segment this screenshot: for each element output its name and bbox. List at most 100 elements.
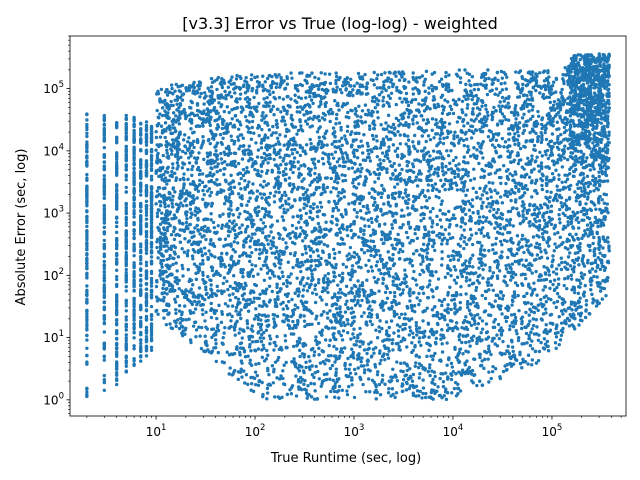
scatter-point-2325: [596, 224, 600, 229]
scatter-point-3758: [468, 202, 472, 206]
scatter-point-2000: [278, 133, 282, 137]
scatter-point-2517: [292, 160, 296, 164]
scatter-point-3195: [500, 104, 505, 108]
scatter-point-2311: [500, 312, 504, 316]
scatter-point-4303: [334, 205, 339, 210]
scatter-point-960: [149, 328, 154, 332]
scatter-point-643: [132, 346, 136, 351]
scatter-point-115: [85, 288, 89, 293]
scatter-point-989: [149, 168, 154, 173]
scatter-point-468: [124, 178, 128, 182]
scatter-point-3277: [186, 140, 190, 144]
scatter-point-897: [144, 282, 149, 286]
scatter-point-2516: [273, 297, 277, 302]
scatter-point-1243: [529, 93, 533, 97]
scatter-point-3307: [505, 194, 510, 199]
scatter-point-3971: [259, 267, 263, 271]
scatter-point-2358: [181, 186, 186, 190]
scatter-point-3273: [467, 264, 472, 268]
scatter-point-3657: [248, 259, 252, 264]
scatter-point-3142: [416, 172, 421, 176]
scatter-point-1032: [149, 178, 154, 182]
scatter-point-4347: [554, 77, 559, 82]
scatter-point-2446: [220, 291, 224, 296]
scatter-point-4491: [174, 216, 178, 220]
scatter-point-3228: [231, 260, 236, 264]
scatter-point-122: [85, 293, 89, 297]
scatter-point-2551: [420, 103, 424, 107]
scatter-point-123: [85, 394, 89, 398]
scatter-point-3356: [160, 211, 164, 215]
scatter-point-817: [144, 238, 149, 243]
scatter-point-4145: [471, 186, 475, 191]
scatter-point-4541: [566, 223, 570, 227]
scatter-point-2649: [324, 377, 329, 382]
scatter-point-1863: [592, 274, 596, 279]
scatter-point-2011: [355, 148, 359, 153]
scatter-point-1604: [266, 353, 270, 357]
scatter-point-1542: [589, 288, 593, 292]
scatter-point-1855: [230, 138, 234, 143]
scatter-point-2947: [407, 80, 411, 84]
scatter-point-4927: [563, 202, 567, 206]
scatter-point-4613: [457, 338, 462, 342]
scatter-point-4634: [274, 75, 279, 79]
scatter-point-3234: [281, 159, 285, 163]
scatter-point-481: [124, 150, 128, 154]
scatter-point-3116: [358, 163, 362, 167]
scatter-point-4080: [578, 173, 583, 177]
scatter-point-3477: [163, 240, 168, 245]
scatter-point-3433: [245, 254, 249, 258]
scatter-point-2003: [401, 389, 405, 393]
scatter-point-4953: [375, 260, 380, 264]
scatter-point-1389: [317, 353, 321, 357]
scatter-point-2571: [166, 204, 171, 208]
scatter-point-265: [114, 277, 119, 282]
scatter-point-1019: [149, 348, 154, 352]
scatter-point-507: [124, 113, 128, 118]
scatter-point-3540: [310, 272, 314, 276]
scatter-point-1588: [496, 93, 500, 97]
scatter-point-4932: [337, 331, 341, 335]
scatter-point-1296: [296, 305, 300, 310]
scatter-point-2588: [383, 71, 387, 75]
scatter-point-409: [124, 338, 128, 343]
scatter-point-3520: [559, 333, 564, 338]
scatter-point-951: [149, 124, 154, 129]
scatter-point-1036: [149, 232, 154, 236]
scatter-point-100: [85, 219, 89, 224]
scatter-point-3834: [339, 333, 343, 338]
scatter-point-3071: [305, 281, 309, 286]
scatter-point-1503: [432, 103, 437, 107]
scatter-point-2512: [501, 163, 506, 168]
scatter-point-2967: [169, 83, 174, 87]
scatter-point-645: [132, 148, 136, 152]
scatter-point-4301: [507, 263, 511, 267]
scatter-point-4180: [313, 389, 317, 393]
scatter-point-1178: [208, 194, 212, 198]
scatter-point-4584: [323, 274, 327, 278]
scatter-point-623: [132, 229, 136, 233]
scatter-point-2600: [580, 189, 584, 193]
scatter-point-4603: [235, 100, 239, 104]
scatter-point-2089: [236, 215, 241, 219]
scatter-point-3966: [419, 172, 423, 176]
scatter-point-1353: [393, 395, 397, 400]
scatter-point-4444: [282, 143, 286, 147]
scatter-point-373: [114, 138, 119, 142]
scatter-point-4855: [225, 252, 229, 256]
scatter-point-915: [149, 304, 154, 309]
scatter-point-3610: [211, 220, 216, 225]
scatter-point-2218: [505, 218, 509, 222]
scatter-point-1767: [446, 303, 450, 307]
scatter-point-844: [144, 295, 149, 300]
scatter-point-3466: [559, 132, 563, 137]
scatter-point-4593: [445, 266, 450, 270]
scatter-point-3676: [529, 330, 533, 335]
scatter-point-3136: [229, 95, 234, 99]
scatter-point-4727: [510, 206, 515, 211]
scatter-point-251: [102, 300, 107, 305]
scatter-point-4420: [253, 349, 258, 353]
scatter-point-3902: [225, 279, 229, 283]
